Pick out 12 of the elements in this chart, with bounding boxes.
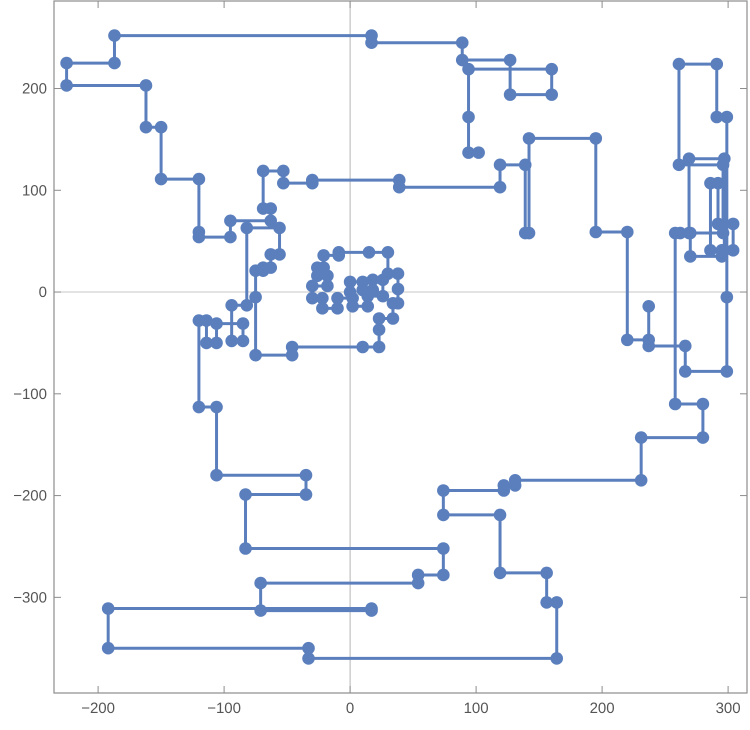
y-tick-label: 100 bbox=[22, 182, 47, 200]
y-tick-label: −100 bbox=[13, 386, 47, 403]
x-tick-label: 200 bbox=[590, 700, 615, 717]
y-tick-label: 0 bbox=[38, 284, 47, 302]
x-tick-label: 100 bbox=[464, 700, 489, 717]
x-tick-label: 300 bbox=[716, 700, 741, 717]
y-tick-label: 200 bbox=[22, 80, 47, 98]
x-tick-label: −200 bbox=[81, 700, 115, 717]
y-tick-label: −300 bbox=[13, 589, 47, 606]
y-tick-label: −200 bbox=[13, 488, 47, 505]
x-tick-label: −100 bbox=[207, 700, 241, 717]
x-tick-label: 0 bbox=[346, 700, 354, 717]
